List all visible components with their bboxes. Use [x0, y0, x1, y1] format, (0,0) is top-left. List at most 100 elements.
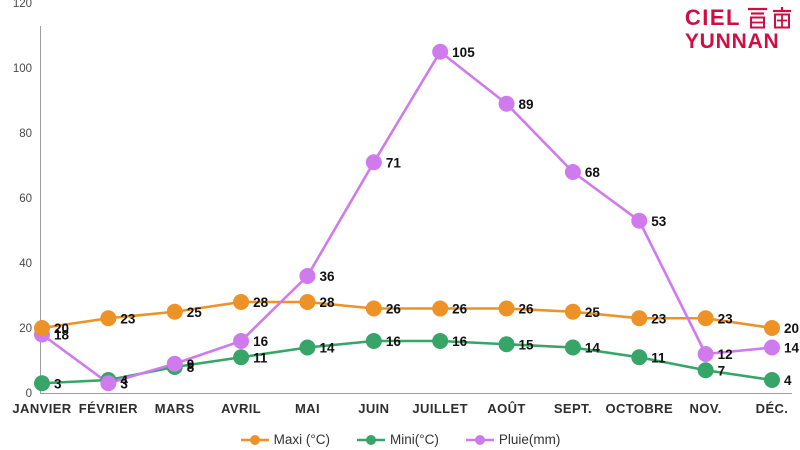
- x-month-label: NOV.: [690, 401, 722, 416]
- x-month-label: JUIN: [358, 401, 389, 416]
- data-point-maxi: [498, 300, 515, 317]
- point-label-pluie: 105: [452, 45, 475, 60]
- x-month-label: AVRIL: [221, 401, 261, 416]
- logo-text-yunnan: YUNNAN: [684, 30, 780, 53]
- point-label-pluie: 89: [519, 97, 534, 112]
- data-point-mini: [697, 362, 714, 379]
- data-point-pluie: [764, 339, 780, 356]
- chart-legend: Maxi (°C) Mini(°C) Pluie(mm): [0, 432, 800, 447]
- point-label-maxi: 23: [718, 311, 734, 326]
- data-point-pluie: [498, 95, 515, 112]
- series-line-mini: [41, 339, 773, 385]
- x-month-label: OCTOBRE: [605, 401, 673, 416]
- point-label-maxi: 23: [651, 311, 667, 326]
- point-label-pluie: 18: [54, 328, 70, 343]
- point-label-maxi: 26: [519, 302, 535, 317]
- data-point-pluie: [299, 268, 316, 284]
- legend-item-mini[interactable]: Mini(°C): [356, 432, 439, 447]
- y-tick-label: 80: [19, 128, 32, 140]
- mini-series-marker-icon: [356, 434, 385, 445]
- y-tick-label: 40: [19, 258, 32, 270]
- ciel-yunnan-logo: CIEL YUNNAN: [685, 6, 793, 52]
- point-label-mini: 16: [386, 334, 402, 349]
- legend-label-maxi: Maxi (°C): [273, 432, 330, 447]
- data-point-mini: [564, 339, 581, 356]
- point-label-maxi: 20: [54, 321, 69, 336]
- x-month-label: MAI: [295, 401, 320, 416]
- point-label-mini: 7: [718, 363, 726, 378]
- data-point-mini: [299, 339, 316, 356]
- point-label-mini: 4: [120, 373, 128, 388]
- data-point-maxi: [365, 300, 382, 317]
- legend-label-mini: Mini(°C): [389, 432, 439, 447]
- data-point-pluie: [564, 164, 581, 180]
- x-month-label: JANVIER: [12, 401, 71, 416]
- point-label-pluie: 12: [718, 347, 733, 362]
- point-label-mini: 3: [54, 376, 62, 391]
- point-label-mini: 8: [187, 360, 195, 375]
- data-point-pluie: [631, 212, 648, 229]
- data-point-maxi: [233, 294, 250, 310]
- point-label-maxi: 26: [386, 302, 402, 317]
- point-label-pluie: 3: [120, 376, 128, 391]
- data-point-mini: [34, 375, 50, 392]
- data-point-maxi: [100, 310, 117, 327]
- data-point-mini: [432, 333, 449, 349]
- logo-text-ciel: CIEL: [684, 4, 741, 30]
- data-point-mini: [631, 349, 648, 366]
- point-label-pluie: 14: [784, 341, 800, 356]
- y-tick-label: 60: [19, 193, 32, 205]
- data-point-pluie: [432, 43, 449, 60]
- data-point-mini: [365, 333, 382, 349]
- pluie-series-marker-icon: [465, 434, 494, 445]
- point-label-mini: 14: [585, 341, 601, 356]
- point-label-pluie: 36: [319, 269, 335, 284]
- data-point-pluie: [166, 355, 183, 372]
- legend-item-maxi[interactable]: Maxi (°C): [240, 432, 330, 447]
- point-label-maxi: 26: [452, 302, 468, 317]
- legend-label-pluie: Pluie(mm): [498, 432, 561, 447]
- data-point-pluie: [697, 346, 714, 362]
- point-label-maxi: 28: [253, 295, 269, 310]
- series-line-maxi: [41, 300, 773, 330]
- point-label-pluie: 53: [651, 214, 667, 229]
- x-month-label: FÉVRIER: [79, 401, 138, 416]
- point-label-maxi: 25: [187, 305, 203, 320]
- maxi-series-marker-icon: [240, 434, 269, 445]
- data-point-mini: [233, 349, 250, 366]
- y-tick-label: 120: [13, 0, 32, 10]
- point-label-mini: 4: [784, 373, 792, 388]
- x-month-label: JUILLET: [412, 401, 468, 416]
- point-label-pluie: 71: [386, 155, 402, 170]
- point-label-maxi: 20: [784, 321, 799, 336]
- data-point-maxi: [432, 300, 449, 317]
- x-month-label: SEPT.: [554, 401, 592, 416]
- data-point-maxi: [564, 303, 581, 320]
- legend-item-pluie[interactable]: Pluie(mm): [465, 432, 561, 447]
- x-month-label: AOÛT: [487, 401, 525, 416]
- point-label-pluie: 9: [187, 357, 195, 372]
- point-label-mini: 14: [319, 341, 335, 356]
- point-label-maxi: 25: [585, 305, 601, 320]
- data-point-pluie: [100, 375, 117, 392]
- y-tick-label: 0: [26, 388, 32, 400]
- yunnan-chinese-seal-icon: [748, 7, 791, 29]
- x-month-label: DÉC.: [756, 401, 789, 416]
- y-tick-label: 20: [19, 323, 32, 335]
- x-month-label: MARS: [155, 401, 195, 416]
- data-point-maxi: [34, 320, 50, 336]
- point-label-pluie: 68: [585, 165, 601, 180]
- data-point-maxi: [697, 310, 714, 327]
- data-point-maxi: [299, 294, 316, 310]
- data-point-pluie: [233, 333, 250, 349]
- point-label-mini: 11: [253, 350, 268, 365]
- data-point-maxi: [166, 303, 183, 320]
- series-line-pluie: [41, 50, 773, 385]
- point-label-mini: 15: [519, 337, 535, 352]
- point-label-maxi: 23: [120, 311, 136, 326]
- point-label-maxi: 28: [319, 295, 335, 310]
- data-point-mini: [764, 372, 780, 388]
- point-label-mini: 11: [651, 350, 666, 365]
